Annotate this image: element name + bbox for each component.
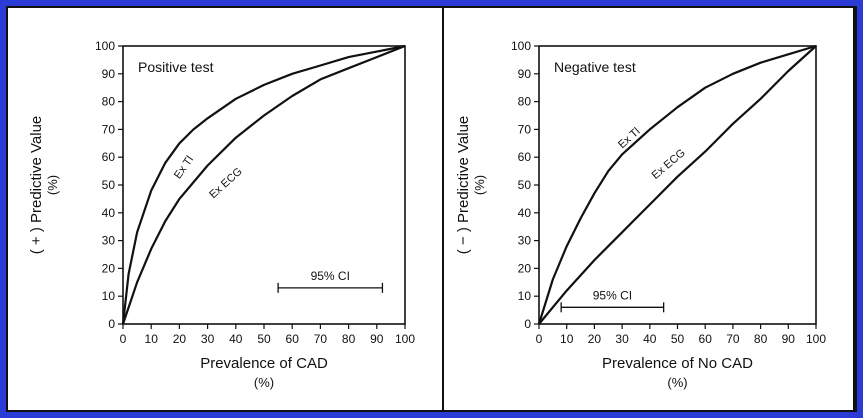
x-tick-label: 50 xyxy=(671,332,685,346)
x-tick-label: 90 xyxy=(370,332,384,346)
x-axis-unit: (%) xyxy=(254,375,274,390)
y-tick-label: 20 xyxy=(518,261,532,275)
y-tick-label: 20 xyxy=(102,261,116,275)
x-tick-label: 60 xyxy=(286,332,300,346)
y-tick-label: 80 xyxy=(518,95,532,109)
y-tick-label: 70 xyxy=(102,122,116,136)
x-axis-label: Prevalence of No CAD xyxy=(602,355,753,372)
y-tick-label: 60 xyxy=(102,150,116,164)
y-tick-label: 90 xyxy=(518,67,532,81)
y-tick-label: 40 xyxy=(518,206,532,220)
y-axis-label: ( + ) Predictive Value xyxy=(28,116,45,255)
y-tick-label: 60 xyxy=(518,150,532,164)
chart-negative-test: 0 10 20 30 40 50 60 70 80 90 100 0 10 20 30 40 50 60 70 80 9… xyxy=(455,39,826,390)
x-tick-label: 40 xyxy=(643,332,657,346)
x-tick-label: 20 xyxy=(588,332,602,346)
x-tick-label: 30 xyxy=(201,332,215,346)
series-label-0: Ex Tl xyxy=(172,154,196,181)
x-tick-label: 10 xyxy=(560,332,574,346)
y-tick-label: 70 xyxy=(518,122,532,136)
y-tick-label: 10 xyxy=(518,289,532,303)
y-axis-unit: (%) xyxy=(45,175,60,195)
y-tick-label: 0 xyxy=(108,317,115,331)
x-tick-label: 100 xyxy=(395,332,415,346)
x-tick-label: 70 xyxy=(726,332,740,346)
ci-label: 95% CI xyxy=(311,269,350,283)
series-label-1: Ex ECG xyxy=(650,147,688,182)
series-line-0 xyxy=(537,44,817,325)
x-tick-label: 0 xyxy=(120,332,127,346)
y-tick-label: 40 xyxy=(102,206,116,220)
x-tick-label: 30 xyxy=(615,332,629,346)
y-axis-unit: (%) xyxy=(472,175,487,195)
x-axis-unit: (%) xyxy=(667,375,687,390)
x-tick-label: 0 xyxy=(536,332,543,346)
figure-frame xyxy=(6,6,857,412)
ci-label: 95% CI xyxy=(593,288,632,302)
series-line-1 xyxy=(121,44,406,325)
y-tick-label: 30 xyxy=(102,234,116,248)
y-tick-label: 50 xyxy=(518,178,532,192)
y-tick-label: 0 xyxy=(524,317,531,331)
chart-positive-test: 0 10 20 30 40 50 60 70 80 90 100 0 10 20 30 40 50 60 70 80 9… xyxy=(28,39,415,390)
panel-divider xyxy=(442,6,444,412)
x-tick-label: 70 xyxy=(314,332,328,346)
y-tick-label: 100 xyxy=(95,39,115,53)
x-tick-label: 40 xyxy=(229,332,243,346)
right-border xyxy=(853,6,857,412)
y-tick-label: 30 xyxy=(518,234,532,248)
series-line-0 xyxy=(121,44,406,325)
x-tick-label: 80 xyxy=(754,332,768,346)
x-axis-label: Prevalence of CAD xyxy=(200,355,328,372)
y-tick-label: 10 xyxy=(102,289,116,303)
plot-area-border xyxy=(538,45,817,325)
y-tick-label: 90 xyxy=(102,67,116,81)
series-line-1 xyxy=(538,45,817,325)
x-tick-label: 10 xyxy=(145,332,159,346)
x-tick-label: 60 xyxy=(699,332,713,346)
series-label-1: Ex ECG xyxy=(207,166,245,202)
chart-title: Positive test xyxy=(138,59,214,75)
chart-title: Negative test xyxy=(554,59,636,75)
y-axis-label: ( − ) Predictive Value xyxy=(455,116,472,255)
x-tick-label: 100 xyxy=(806,332,826,346)
y-tick-label: 50 xyxy=(102,178,116,192)
y-tick-label: 80 xyxy=(102,95,116,109)
x-tick-label: 90 xyxy=(782,332,796,346)
x-tick-label: 20 xyxy=(173,332,187,346)
x-tick-label: 50 xyxy=(257,332,271,346)
y-tick-label: 100 xyxy=(511,39,531,53)
plot-area-border xyxy=(122,45,406,325)
x-tick-label: 80 xyxy=(342,332,356,346)
